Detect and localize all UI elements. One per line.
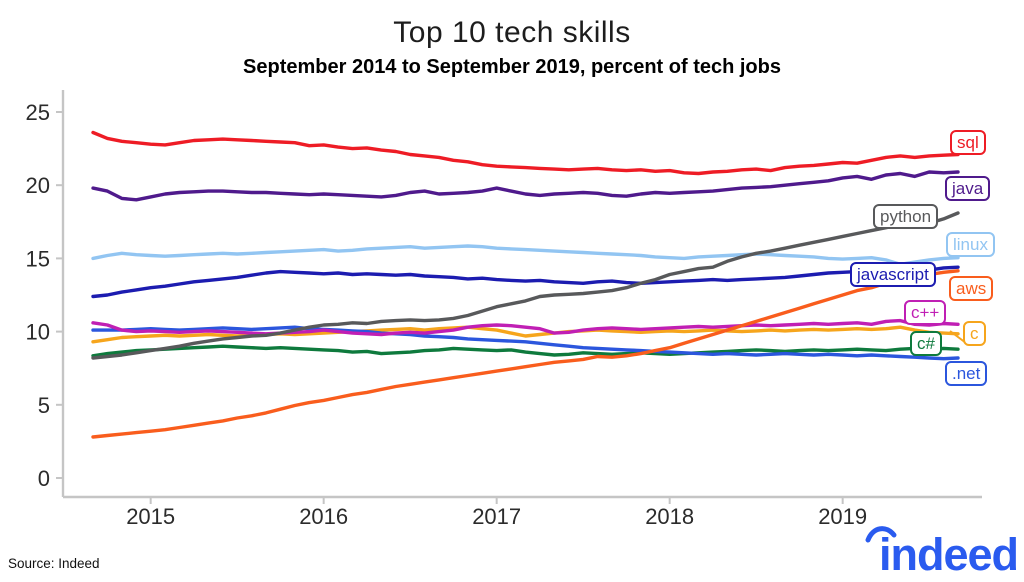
indeed-logo: indeed bbox=[865, 526, 1016, 580]
svg-text:25: 25 bbox=[26, 100, 50, 125]
chart-subtitle: September 2014 to September 2019, percen… bbox=[243, 56, 781, 78]
series-label-csharp: c# bbox=[910, 331, 942, 356]
chart-title: Top 10 tech skills bbox=[393, 16, 631, 49]
series-label-linux: linux bbox=[946, 232, 995, 257]
svg-text:2015: 2015 bbox=[126, 504, 175, 529]
indeed-logo-text: indeed bbox=[879, 529, 1016, 580]
svg-text:2019: 2019 bbox=[818, 504, 867, 529]
indeed-logo-swoosh bbox=[865, 526, 897, 543]
series-label-aws: aws bbox=[949, 276, 994, 301]
series-label-java: java bbox=[945, 176, 991, 201]
svg-text:2017: 2017 bbox=[472, 504, 521, 529]
svg-text:5: 5 bbox=[38, 393, 50, 418]
svg-text:20: 20 bbox=[26, 173, 50, 198]
svg-text:2018: 2018 bbox=[645, 504, 694, 529]
series-label-cpp: c++ bbox=[904, 300, 947, 325]
svg-text:15: 15 bbox=[26, 246, 50, 271]
series-label-dotnet: .net bbox=[945, 361, 988, 386]
svg-text:0: 0 bbox=[38, 466, 50, 491]
svg-text:10: 10 bbox=[26, 320, 50, 345]
series-label-python: python bbox=[873, 204, 939, 229]
series-label-c: c bbox=[963, 321, 986, 346]
source-text: Source: Indeed bbox=[8, 556, 100, 571]
series-label-sql: sql bbox=[950, 130, 986, 155]
series-label-javascript: javascript bbox=[850, 262, 936, 287]
svg-text:2016: 2016 bbox=[299, 504, 348, 529]
